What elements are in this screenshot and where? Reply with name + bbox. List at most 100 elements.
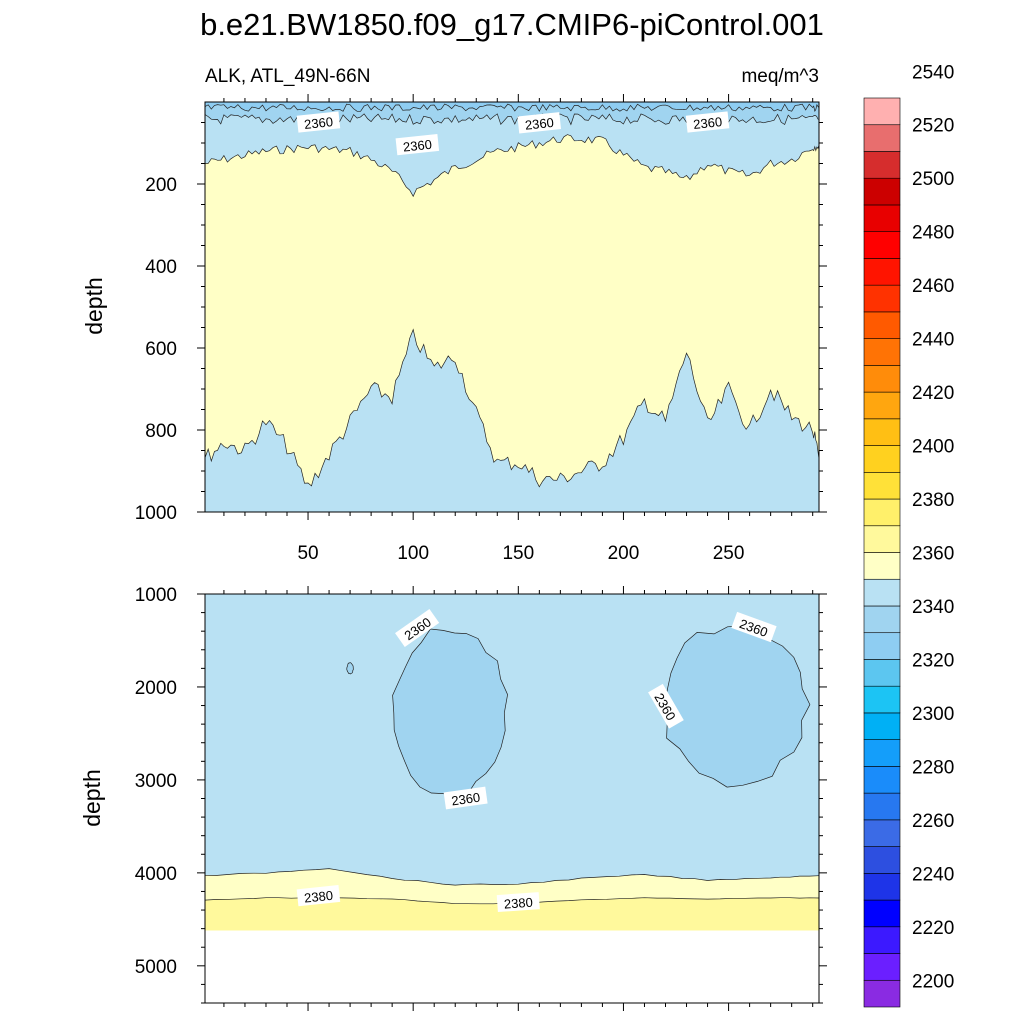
contour-label-text: 2360 <box>450 790 481 809</box>
colorbar-label: 2260 <box>912 811 954 832</box>
colorbar-box <box>863 365 901 393</box>
contour-label-text: 2360 <box>402 137 432 155</box>
y-tick-label: 2000 <box>135 678 177 699</box>
colorbar-label: 2420 <box>912 383 954 404</box>
colorbar-box <box>863 284 901 313</box>
upper-contour-line <box>205 134 819 198</box>
colorbar-box <box>863 659 901 687</box>
colorbar-box <box>863 311 901 339</box>
colorbar-box <box>863 498 901 527</box>
colorbar-box <box>863 739 901 767</box>
contour-label: 2360 <box>517 112 562 134</box>
colorbar-box <box>863 552 901 580</box>
colorbar-label: 2220 <box>912 918 954 939</box>
x-tick-label: 50 <box>297 543 318 564</box>
colorbar-label: 2460 <box>912 276 954 297</box>
upper-panel: 2360 2360 2360 2360 50 100 150 200 250 200 400 600… <box>81 94 827 564</box>
colorbar-label: 2240 <box>912 864 954 885</box>
upper-yellow-region <box>205 134 819 487</box>
colorbar-label: 2300 <box>912 704 954 725</box>
upper-contour-line <box>205 103 819 112</box>
colorbar-box <box>863 418 901 446</box>
colorbar-label: 2320 <box>912 650 954 671</box>
colorbar-box <box>863 766 901 794</box>
colorbar-box <box>863 846 901 874</box>
colorbar-label: 2200 <box>912 971 954 992</box>
colorbar-label: 2540 <box>912 62 954 83</box>
colorbar-label: 2440 <box>912 330 954 351</box>
y-tick-label: 4000 <box>135 864 177 885</box>
colorbar-box <box>863 685 901 714</box>
colorbar-label: 2340 <box>912 597 954 618</box>
contour-label-text: 2360 <box>692 114 722 132</box>
lower-panel-ticks: 1000 2000 3000 4000 5000 <box>135 585 827 1011</box>
x-tick-label: 100 <box>397 543 429 564</box>
colorbar-box <box>863 97 901 126</box>
colorbar-box <box>863 953 901 981</box>
contour-label-text: 2380 <box>503 895 533 912</box>
contour-label-text: 2380 <box>303 888 333 906</box>
colorbar-box <box>863 605 901 634</box>
x-tick-label: 150 <box>502 543 534 564</box>
lower-pocket-left <box>392 628 508 797</box>
colorbar-box <box>863 873 901 901</box>
upper-contour-line <box>205 328 819 488</box>
y-tick-label: 600 <box>145 339 177 360</box>
figure-title: b.e21.BW1850.f09_g17.CMIP6-piControl.001 <box>200 7 824 42</box>
colorbar-box <box>863 471 901 500</box>
y-tick-label: 1000 <box>135 503 177 524</box>
colorbar: 2200 2220 2240 2260 2280 2300 2320 2340 2360 2380… <box>863 62 954 1008</box>
colorbar-box <box>863 177 901 206</box>
contour-label: 2360 <box>685 111 730 133</box>
y-tick-label: 400 <box>145 257 177 278</box>
colorbar-label: 2480 <box>912 223 954 244</box>
lower-panel-fill <box>205 594 819 931</box>
left-subtitle: ALK, ATL_49N-66N <box>205 66 370 87</box>
contour-label: 2360 <box>296 111 341 133</box>
colorbar-box <box>863 258 901 286</box>
lower-contour-line <box>205 868 819 886</box>
colorbar-box <box>863 525 901 553</box>
contour-label-text: 2360 <box>524 115 554 133</box>
lower-pocket-small <box>346 662 354 675</box>
colorbar-box <box>863 391 901 420</box>
colorbar-box <box>863 899 901 928</box>
contour-label: 2360 <box>395 133 440 156</box>
colorbar-box <box>863 124 901 152</box>
y-tick-label: 200 <box>145 175 177 196</box>
upper-panel-fill <box>205 102 819 512</box>
contour-label: 2360 <box>443 786 488 810</box>
colorbar-box <box>863 445 901 473</box>
colorbar-box <box>863 819 901 847</box>
colorbar-box <box>863 926 901 954</box>
colorbar-label: 2280 <box>912 757 954 778</box>
colorbar-box <box>863 979 901 1008</box>
y-tick-label: 1000 <box>135 585 177 606</box>
y-tick-label: 800 <box>145 421 177 442</box>
upper-y-axis-title: depth <box>81 277 107 335</box>
right-subtitle: meq/m^3 <box>741 66 819 87</box>
colorbar-box <box>863 578 901 607</box>
upper-panel-contour-labels: 2360 2360 2360 2360 <box>296 111 730 156</box>
contour-label: 2380 <box>496 892 540 913</box>
x-tick-label: 250 <box>713 543 745 564</box>
colorbar-box <box>863 338 901 366</box>
colorbar-label: 2500 <box>912 169 954 190</box>
y-tick-label: 5000 <box>135 957 177 978</box>
x-tick-label: 200 <box>608 543 640 564</box>
contour-label-text: 2360 <box>303 114 333 132</box>
colorbar-box <box>863 792 901 821</box>
colorbar-box <box>863 151 901 179</box>
lower-y-axis-title: depth <box>79 769 105 827</box>
contour-label: 2380 <box>296 884 341 907</box>
lower-deep-yellow-region <box>205 897 819 931</box>
colorbar-box <box>863 712 901 740</box>
y-tick-label: 3000 <box>135 771 177 792</box>
colorbar-label: 2380 <box>912 490 954 511</box>
colorbar-label: 2360 <box>912 544 954 565</box>
upper-panel-ticks: 50 100 150 200 250 200 400 600 800 1000 <box>135 94 827 564</box>
colorbar-label: 2520 <box>912 116 954 137</box>
colorbar-box <box>863 204 901 232</box>
